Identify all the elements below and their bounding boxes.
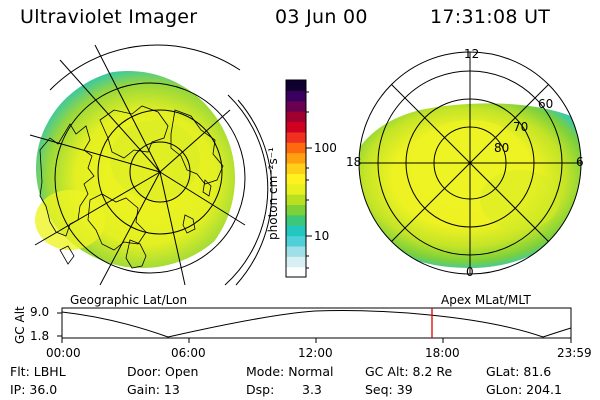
colorbar-swatch — [286, 214, 306, 226]
time-tick-1800: 18:00 — [425, 346, 460, 360]
mlat-label-70: 70 — [513, 120, 529, 134]
mlt-label-6: 6 — [576, 155, 584, 169]
mlat-label-80: 80 — [494, 141, 510, 155]
colorbar-swatch — [286, 245, 306, 257]
colorbar-tick-100: 100 — [314, 141, 337, 155]
colorbar-swatch — [286, 152, 306, 164]
mag-caption: Apex MLat/MLT — [441, 293, 531, 307]
geo-grid — [29, 44, 273, 286]
instrument-title: Ultraviolet Imager — [20, 6, 198, 28]
mag-grid — [358, 51, 582, 275]
time-tick-2359: 23:59 — [557, 346, 592, 360]
colorbar-frame — [285, 79, 307, 278]
status-filter: Flt: LBHL — [10, 364, 66, 379]
colorbar-swatch — [286, 256, 306, 268]
colorbar-swatch — [286, 183, 306, 195]
mlt-label-0: 0 — [466, 265, 474, 279]
colorbar-swatch — [286, 80, 306, 91]
mlat-label-60: 60 — [538, 97, 554, 111]
colorbar-swatch — [286, 100, 306, 112]
colorbar-swatch — [286, 173, 306, 185]
time-tick-0600: 06:00 — [171, 346, 206, 360]
altitude-ymin: 1.8 — [30, 329, 50, 343]
geo-auroral-oval — [35, 71, 235, 268]
colorbar-swatch — [286, 225, 306, 237]
altitude-curve — [61, 310, 572, 338]
colorbar-swatch — [286, 131, 306, 143]
status-gain: Gain: 13 — [127, 382, 180, 397]
colorbar-swatches — [286, 80, 306, 278]
colorbar-swatch — [286, 194, 306, 206]
colorbar-swatch — [286, 266, 306, 278]
time-tick-0000: 00:00 — [46, 346, 81, 360]
mlt-label-18: 18 — [346, 155, 362, 169]
colorbar-swatch — [286, 235, 306, 247]
colorbar-swatch — [286, 111, 306, 123]
geo-caption: Geographic Lat/Lon — [70, 293, 188, 307]
colorbar-swatch — [286, 162, 306, 174]
altitude-axis-label: GC Alt — [13, 306, 27, 344]
altitude-time-ticks — [57, 312, 572, 343]
colorbar-swatch — [286, 90, 306, 102]
status-glat: GLat: 81.6 — [486, 364, 552, 379]
colorbar-swatch — [286, 204, 306, 216]
mlt-label-12: 12 — [464, 47, 480, 61]
altitude-ymax: 9.0 — [30, 305, 50, 319]
colorbar-swatch — [286, 121, 306, 133]
colorbar-swatch — [286, 142, 306, 154]
geo-coastlines — [39, 105, 224, 269]
status-seq: Seq: 39 — [365, 382, 413, 397]
altitude-plot-frame — [61, 307, 572, 339]
time-label: 17:31:08 UT — [430, 6, 551, 28]
status-dsp-label: Dsp: — [246, 382, 275, 397]
time-tick-1200: 12:00 — [298, 346, 333, 360]
colorbar-ticks — [306, 91, 312, 269]
status-mode: Mode: Normal — [246, 364, 334, 379]
status-dsp-value: 3.3 — [302, 382, 322, 397]
status-gc-alt: GC Alt: 8.2 Re — [365, 364, 453, 379]
colorbar-tick-10: 10 — [314, 229, 330, 243]
status-ip: IP: 36.0 — [10, 382, 58, 397]
status-door: Door: Open — [127, 364, 199, 379]
status-glon: GLon: 204.1 — [486, 382, 562, 397]
date-label: 03 Jun 00 — [275, 6, 368, 28]
